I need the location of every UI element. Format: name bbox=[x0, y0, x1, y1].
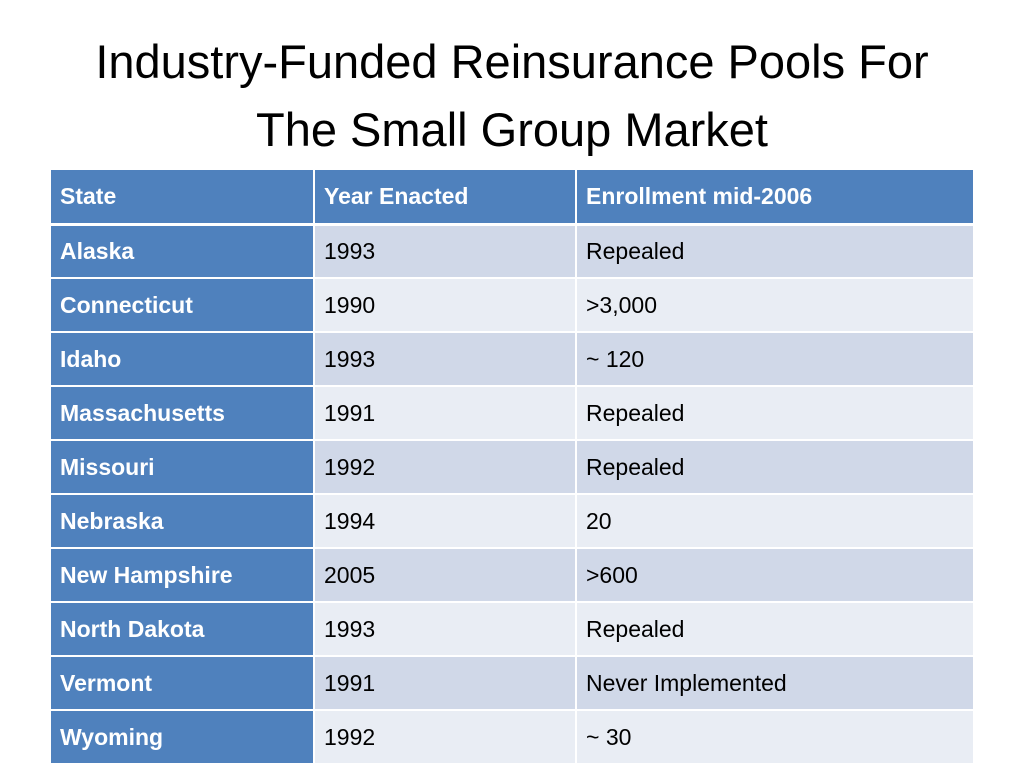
table-row: North Dakota 1993 Repealed bbox=[51, 601, 973, 657]
year-cell: 1992 bbox=[313, 439, 577, 495]
reinsurance-pools-table: State Year Enacted Enrollment mid-2006 A… bbox=[51, 170, 973, 765]
table-row: Connecticut 1990 >3,000 bbox=[51, 277, 973, 333]
year-cell: 1990 bbox=[313, 277, 577, 333]
title-line-2: The Small Group Market bbox=[256, 103, 768, 156]
state-cell: Connecticut bbox=[51, 277, 315, 333]
state-cell: Missouri bbox=[51, 439, 315, 495]
table-row: Nebraska 1994 20 bbox=[51, 493, 973, 549]
enrollment-cell: >3,000 bbox=[575, 277, 973, 333]
enrollment-cell: Repealed bbox=[575, 601, 973, 657]
enrollment-cell: Repealed bbox=[575, 385, 973, 441]
year-cell: 1991 bbox=[313, 655, 577, 711]
table-row: Massachusetts 1991 Repealed bbox=[51, 385, 973, 441]
year-cell: 1993 bbox=[313, 601, 577, 657]
state-cell: Vermont bbox=[51, 655, 315, 711]
title-line-1: Industry-Funded Reinsurance Pools For bbox=[95, 35, 929, 88]
enrollment-cell: Repealed bbox=[575, 439, 973, 495]
table-row: Missouri 1992 Repealed bbox=[51, 439, 973, 495]
year-cell: 2005 bbox=[313, 547, 577, 603]
table-header-row: State Year Enacted Enrollment mid-2006 bbox=[51, 170, 973, 226]
enrollment-cell: 20 bbox=[575, 493, 973, 549]
table-row: Idaho 1993 ~ 120 bbox=[51, 331, 973, 387]
enrollment-cell: >600 bbox=[575, 547, 973, 603]
table-row: Wyoming 1992 ~ 30 bbox=[51, 709, 973, 765]
table-row: New Hampshire 2005 >600 bbox=[51, 547, 973, 603]
table-row: Alaska 1993 Repealed bbox=[51, 223, 973, 279]
enrollment-cell: ~ 120 bbox=[575, 331, 973, 387]
header-year-enacted: Year Enacted bbox=[313, 170, 577, 226]
year-cell: 1992 bbox=[313, 709, 577, 765]
header-enrollment: Enrollment mid-2006 bbox=[575, 170, 973, 226]
enrollment-cell: Never Implemented bbox=[575, 655, 973, 711]
enrollment-cell: Repealed bbox=[575, 223, 973, 279]
year-cell: 1991 bbox=[313, 385, 577, 441]
state-cell: Alaska bbox=[51, 223, 315, 279]
state-cell: Idaho bbox=[51, 331, 315, 387]
state-cell: New Hampshire bbox=[51, 547, 315, 603]
slide-title: Industry-Funded Reinsurance Pools For Th… bbox=[0, 28, 1024, 164]
state-cell: Massachusetts bbox=[51, 385, 315, 441]
state-cell: Nebraska bbox=[51, 493, 315, 549]
table-row: Vermont 1991 Never Implemented bbox=[51, 655, 973, 711]
year-cell: 1993 bbox=[313, 331, 577, 387]
enrollment-cell: ~ 30 bbox=[575, 709, 973, 765]
year-cell: 1994 bbox=[313, 493, 577, 549]
state-cell: North Dakota bbox=[51, 601, 315, 657]
state-cell: Wyoming bbox=[51, 709, 315, 765]
header-state: State bbox=[51, 170, 315, 226]
year-cell: 1993 bbox=[313, 223, 577, 279]
